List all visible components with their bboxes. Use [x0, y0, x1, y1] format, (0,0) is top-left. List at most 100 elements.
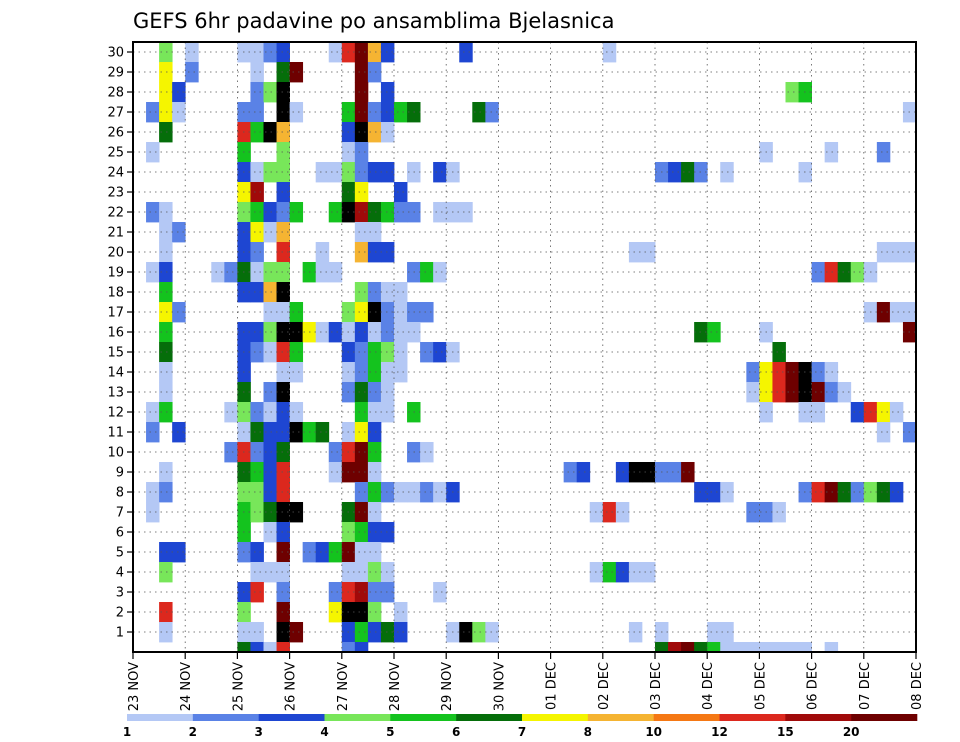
y-tick-label: 3 — [116, 586, 124, 601]
heatmap-cell — [380, 42, 395, 63]
heatmap-cell — [354, 422, 369, 443]
heatmap-cell — [289, 402, 304, 423]
heatmap-cell — [889, 302, 904, 323]
y-tick-label: 13 — [107, 386, 124, 401]
heatmap-cell — [276, 462, 290, 483]
heatmap-cell — [354, 42, 369, 63]
heatmap-cells — [146, 42, 917, 653]
heatmap-cell — [276, 202, 290, 223]
heatmap-cell — [772, 642, 786, 653]
heatmap-cell — [602, 562, 617, 583]
heatmap-cell — [159, 382, 173, 403]
colorbar-label: 6 — [452, 725, 460, 739]
heatmap-cell — [824, 142, 839, 163]
x-tick-label: 06 DEC — [806, 662, 821, 710]
colorbar-label: 15 — [777, 725, 794, 739]
heatmap-cell — [394, 322, 408, 343]
y-tick-label: 18 — [107, 286, 124, 301]
heatmap-cell — [159, 542, 173, 563]
heatmap-cell — [328, 42, 343, 63]
colorbar-segment — [324, 714, 391, 721]
heatmap-cell — [394, 602, 408, 623]
heatmap-cell — [889, 402, 904, 423]
heatmap-cell — [263, 262, 277, 283]
heatmap-cell — [367, 422, 382, 443]
heatmap-cell — [276, 502, 290, 523]
heatmap-cell — [354, 202, 369, 223]
heatmap-cell — [354, 142, 369, 163]
heatmap-cell — [211, 262, 225, 283]
heatmap-cell — [328, 542, 343, 563]
heatmap-cell — [628, 462, 643, 483]
heatmap-cell — [276, 442, 290, 463]
y-tick-label: 2 — [116, 606, 124, 621]
heatmap-cell — [276, 142, 290, 163]
heatmap-cell — [159, 282, 173, 303]
heatmap-cell — [276, 642, 290, 653]
heatmap-cell — [276, 582, 290, 603]
heatmap-cell — [289, 302, 304, 323]
heatmap-cell — [159, 42, 173, 63]
colorbar-segment — [719, 714, 786, 721]
heatmap-cell — [263, 42, 277, 63]
heatmap-cell — [733, 642, 747, 653]
heatmap-cell — [276, 362, 290, 383]
heatmap-cell — [380, 482, 395, 503]
heatmap-cell — [276, 162, 290, 183]
heatmap-cell — [850, 402, 865, 423]
heatmap-cell — [250, 222, 264, 243]
heatmap-cell — [172, 222, 186, 243]
heatmap-cell — [367, 602, 382, 623]
heatmap-cell — [394, 302, 408, 323]
heatmap-cell — [354, 502, 369, 523]
heatmap-cell — [394, 362, 408, 383]
y-tick-label: 21 — [107, 226, 124, 241]
heatmap-cell — [250, 502, 264, 523]
heatmap-cell — [289, 102, 304, 123]
heatmap-cell — [146, 142, 160, 163]
heatmap-cell — [772, 502, 786, 523]
y-tick-label: 24 — [107, 166, 124, 181]
y-tick-label: 8 — [116, 486, 124, 501]
heatmap-cell — [367, 522, 382, 543]
heatmap-cell — [250, 322, 264, 343]
heatmap-cell — [707, 642, 721, 653]
heatmap-cell — [367, 622, 382, 643]
heatmap-cell — [159, 302, 173, 323]
heatmap-cell — [263, 222, 277, 243]
heatmap-cell — [602, 502, 617, 523]
heatmap-cell — [250, 582, 264, 603]
heatmap-cell — [641, 462, 656, 483]
heatmap-cell — [837, 262, 852, 283]
heatmap-cell — [354, 102, 369, 123]
heatmap-cell — [380, 342, 395, 363]
heatmap-cell — [159, 462, 173, 483]
heatmap-cell — [380, 102, 395, 123]
heatmap-cell — [641, 562, 656, 583]
y-tick-label: 20 — [107, 246, 124, 261]
heatmap-cell — [250, 562, 264, 583]
heatmap-cell — [354, 242, 369, 263]
colorbar-label: 2 — [189, 725, 197, 739]
x-tick-label: 01 DEC — [545, 662, 560, 710]
heatmap-cell — [394, 202, 408, 223]
heatmap-cell — [746, 642, 760, 653]
heatmap-cell — [380, 202, 395, 223]
heatmap-cell — [276, 402, 290, 423]
heatmap-cell — [289, 422, 304, 443]
heatmap-cell — [289, 622, 304, 643]
heatmap-cell — [250, 82, 264, 103]
heatmap-cell — [159, 402, 173, 423]
y-tick-label: 16 — [107, 326, 124, 341]
heatmap-cell — [315, 162, 330, 183]
heatmap-cell — [759, 642, 773, 653]
heatmap-cell — [681, 642, 695, 653]
heatmap-cell — [354, 182, 369, 203]
heatmap-cell — [289, 362, 304, 383]
y-tick-label: 29 — [107, 66, 124, 81]
heatmap-cell — [576, 462, 591, 483]
y-axis-ticks: 1234567891011121314151617181920212223242… — [107, 46, 133, 641]
y-tick-label: 1 — [116, 626, 124, 641]
heatmap-cell — [250, 442, 264, 463]
heatmap-cell — [811, 262, 826, 283]
